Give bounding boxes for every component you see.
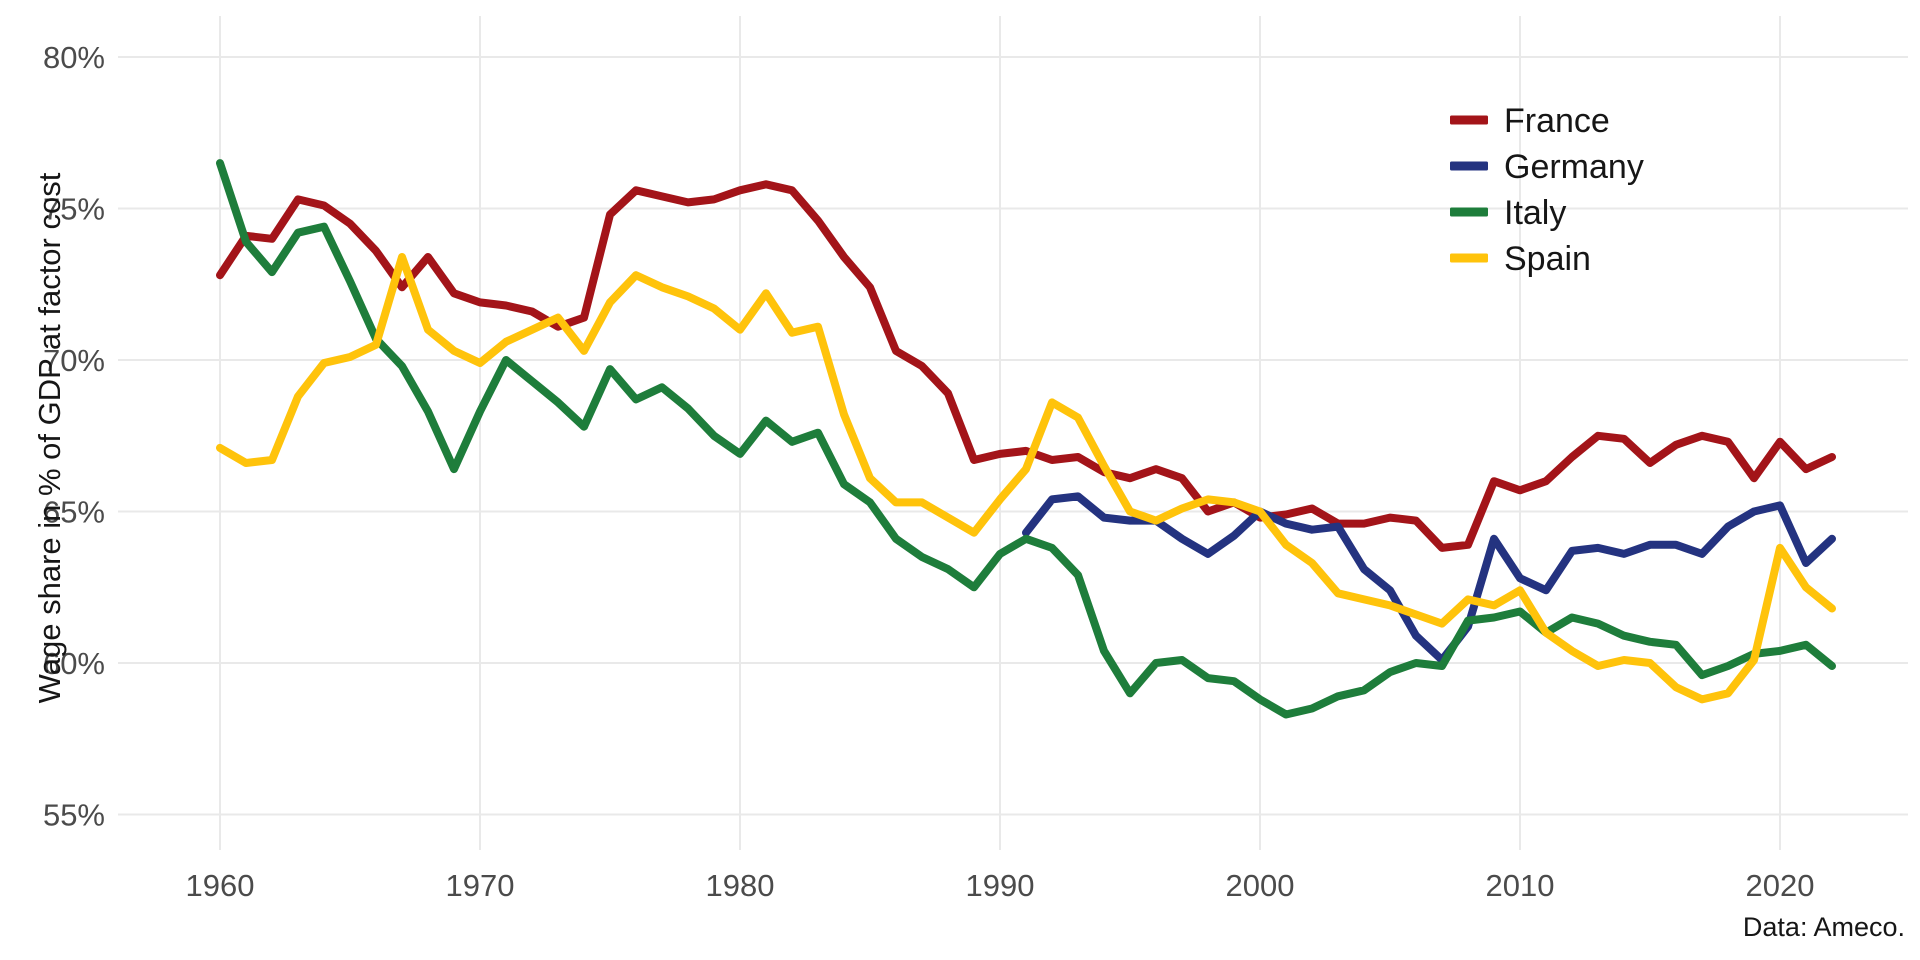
x-axis-tick-labels: 1960 1970 1980 1990 2000 2010 2020 (186, 868, 1815, 903)
legend-label-spain: Spain (1504, 240, 1591, 278)
legend-item-france: France (1450, 102, 1610, 140)
y-tick-label: 70% (43, 343, 105, 378)
legend-swatch-spain (1450, 253, 1488, 263)
legend-item-germany: Germany (1450, 148, 1644, 186)
y-tick-label: 55% (43, 798, 105, 833)
y-tick-label: 65% (43, 495, 105, 530)
legend-item-italy: Italy (1450, 194, 1566, 232)
legend-label-france: France (1504, 102, 1610, 140)
x-tick-label: 1980 (706, 868, 775, 903)
x-tick-label: 2010 (1486, 868, 1555, 903)
y-tick-label: 80% (43, 40, 105, 75)
legend-swatch-germany (1450, 161, 1488, 171)
line-germany (1022, 492, 1836, 664)
line-spain (216, 253, 1836, 704)
legend-swatch-france (1450, 115, 1488, 125)
legend-item-spain: Spain (1450, 240, 1591, 278)
legend-swatch-italy (1450, 207, 1488, 217)
x-tick-label: 2000 (1226, 868, 1295, 903)
x-tick-label: 2020 (1746, 868, 1815, 903)
y-tick-label: 60% (43, 646, 105, 681)
line-france (216, 180, 1836, 552)
y-tick-label: 75% (43, 192, 105, 227)
line-italy (216, 159, 1836, 719)
legend: France Germany Italy Spain (1450, 102, 1644, 278)
legend-label-germany: Germany (1504, 148, 1644, 186)
y-axis-title: Wage share in % of GDP at factor cost (32, 172, 67, 704)
x-tick-label: 1970 (446, 868, 515, 903)
x-tick-label: 1960 (186, 868, 255, 903)
y-axis-tick-labels: 80% 75% 70% 65% 60% 55% (43, 40, 105, 833)
gridlines (118, 16, 1908, 850)
legend-label-italy: Italy (1504, 194, 1566, 232)
data-source-note: Data: Ameco. (1742, 912, 1905, 942)
x-tick-label: 1990 (966, 868, 1035, 903)
